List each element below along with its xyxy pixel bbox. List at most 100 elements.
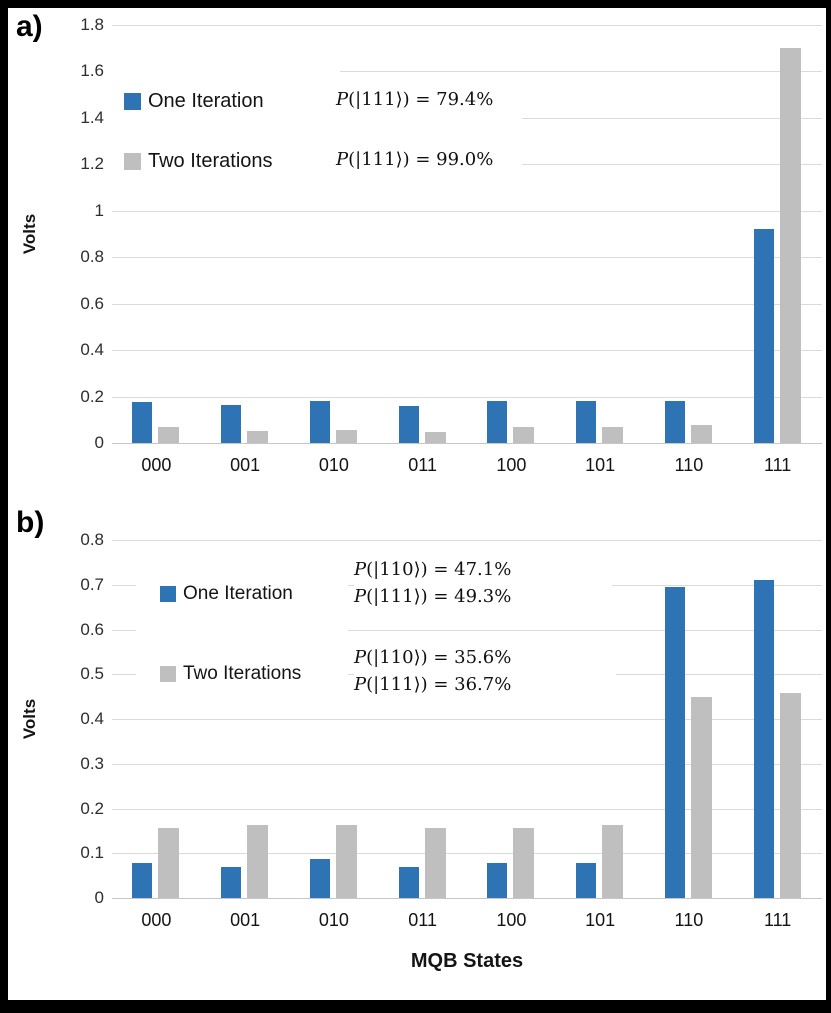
- legend-label: One Iteration: [183, 583, 293, 604]
- y-tick-label: 0.5: [80, 664, 104, 684]
- bar-a-111-one-iteration: [753, 229, 774, 443]
- gridline: [112, 25, 822, 26]
- x-tick-label: 110: [674, 910, 704, 930]
- x-tick-label: 000: [141, 910, 172, 930]
- bar-a-101-two-iterations: [602, 427, 624, 443]
- gridline: [112, 257, 822, 259]
- x-tick-label: 011: [408, 910, 437, 930]
- gridline: [112, 396, 822, 398]
- chart-a-annotation-one-iteration: P(|111⟩) = 79.4%: [336, 82, 522, 122]
- x-tick-label: 100: [496, 910, 527, 930]
- x-tick-label: 000: [141, 455, 172, 475]
- legend-label: Two Iterations: [148, 150, 273, 172]
- panel-b-label: b): [16, 506, 45, 539]
- annotation-line: P(|111⟩) = 49.3%: [354, 586, 512, 607]
- two-iterations-swatch-icon: [160, 666, 176, 682]
- annotation-line: P(|111⟩) = 36.7%: [354, 674, 512, 695]
- bar-a-110-two-iterations: [690, 424, 712, 443]
- chart-a-y-axis-title: Volts: [20, 213, 39, 255]
- chart-a-legend-background: [110, 66, 340, 178]
- y-tick-label: 0.6: [80, 619, 104, 639]
- bar-b-010-two-iterations: [335, 824, 357, 898]
- gridline: [112, 853, 822, 855]
- one-iteration-swatch-icon: [124, 93, 141, 110]
- bar-b-000-two-iterations: [158, 827, 180, 898]
- bar-b-101-one-iteration: [576, 862, 597, 898]
- chart-b-y-axis-title: Volts: [20, 698, 39, 740]
- bar-a-100-two-iterations: [513, 427, 535, 443]
- x-tick-label: 001: [230, 910, 261, 930]
- y-tick-label: 0.3: [80, 753, 104, 773]
- y-tick-label: 0.2: [80, 386, 104, 406]
- x-tick-label: 010: [318, 455, 349, 475]
- gridline: [112, 210, 822, 212]
- x-tick-label: 101: [585, 910, 616, 930]
- chart-a-legend-two-iterations: Two Iterations: [124, 150, 273, 173]
- y-tick-label: 1.4: [80, 107, 104, 127]
- y-tick-label: 0.7: [80, 574, 104, 594]
- chart-b-legend-one-iteration: One Iteration: [160, 583, 293, 605]
- annotation-line: P(|111⟩) = 79.4%: [336, 89, 494, 110]
- x-tick-label: 100: [496, 455, 527, 475]
- one-iteration-swatch-icon: [160, 586, 176, 602]
- annotation-line: P(|110⟩) = 35.6%: [354, 647, 512, 668]
- bar-b-001-one-iteration: [221, 866, 242, 898]
- x-tick-label: 111: [763, 910, 792, 930]
- chart-b-legend-two-iterations: Two Iterations: [160, 663, 301, 685]
- y-tick-label: 0: [94, 888, 104, 907]
- annotation-line: P(|111⟩) = 99.0%: [336, 149, 494, 170]
- gridline: [112, 898, 822, 899]
- chart-a-annotation-two-iterations: P(|111⟩) = 99.0%: [336, 142, 522, 182]
- y-tick-label: 0.6: [80, 293, 104, 313]
- y-tick-label: 0.4: [80, 709, 104, 728]
- bar-a-000-two-iterations: [158, 426, 180, 443]
- bar-a-010-one-iteration: [309, 401, 330, 443]
- y-tick-label: 1.6: [80, 61, 104, 81]
- gridline: [112, 719, 822, 720]
- gridline: [112, 808, 822, 810]
- bar-b-111-one-iteration: [753, 580, 774, 898]
- y-tick-label: 0.8: [80, 247, 104, 267]
- bar-b-011-two-iterations: [424, 827, 446, 898]
- annotation-line: P(|110⟩) = 47.1%: [354, 559, 512, 580]
- y-tick-label: 0.4: [80, 340, 104, 360]
- y-tick-label: 0: [94, 433, 104, 452]
- gridline: [112, 443, 822, 444]
- gridline: [112, 350, 822, 352]
- bar-a-100-one-iteration: [487, 401, 508, 443]
- gridline: [112, 763, 822, 765]
- bar-b-010-one-iteration: [309, 859, 330, 898]
- bar-a-001-two-iterations: [247, 431, 269, 443]
- chart-b-annotation-one-iteration: P(|110⟩) = 47.1% P(|111⟩) = 49.3%: [354, 552, 612, 618]
- x-tick-label: 101: [585, 455, 616, 475]
- bar-a-010-two-iterations: [335, 430, 357, 443]
- y-tick-label: 0.1: [80, 843, 104, 863]
- panel-a-label: a): [16, 10, 43, 43]
- y-tick-label: 0.2: [80, 798, 104, 818]
- bar-a-111-two-iterations: [779, 48, 801, 443]
- y-tick-label: 1.2: [80, 154, 104, 174]
- x-tick-label: 110: [674, 455, 704, 475]
- bar-a-101-one-iteration: [576, 401, 597, 443]
- bar-b-100-two-iterations: [513, 827, 535, 898]
- x-tick-label: 001: [230, 455, 261, 475]
- bar-a-001-one-iteration: [221, 404, 242, 443]
- gridline: [112, 540, 822, 541]
- chart-b-x-axis-title: MQB States: [410, 950, 524, 972]
- bar-a-110-one-iteration: [664, 401, 685, 443]
- x-tick-label: 011: [408, 455, 437, 475]
- bar-a-000-one-iteration: [132, 402, 153, 443]
- y-tick-label: 0.8: [80, 530, 104, 549]
- bar-b-101-two-iterations: [602, 824, 624, 898]
- gridline: [112, 71, 822, 73]
- bar-b-110-two-iterations: [690, 696, 712, 898]
- x-tick-label: 010: [318, 910, 349, 930]
- chart-a-legend-one-iteration: One Iteration: [124, 90, 264, 113]
- gridline: [112, 303, 822, 305]
- bar-a-011-two-iterations: [424, 431, 446, 443]
- x-tick-label: 111: [763, 455, 792, 475]
- two-iterations-swatch-icon: [124, 153, 141, 170]
- bar-b-110-one-iteration: [664, 586, 685, 898]
- gridline: [112, 629, 822, 631]
